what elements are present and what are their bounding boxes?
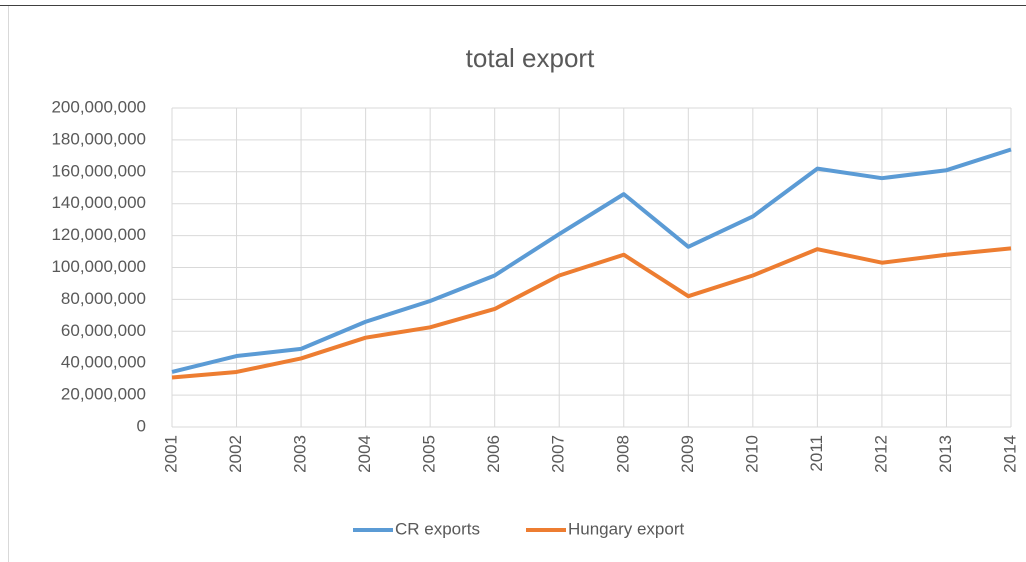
x-tick-label: 2009 [678, 435, 697, 473]
y-tick-label: 20,000,000 [61, 385, 146, 404]
x-tick-label: 2012 [871, 435, 890, 473]
legend-label: CR exports [395, 519, 480, 538]
x-tick-label: 2007 [549, 435, 568, 473]
y-tick-label: 60,000,000 [61, 321, 146, 340]
x-tick-label: 2013 [936, 435, 955, 473]
y-tick-label: 160,000,000 [51, 161, 146, 180]
chart-title: total export [466, 43, 595, 73]
x-tick-label: 2001 [161, 435, 180, 473]
y-tick-label: 120,000,000 [51, 225, 146, 244]
x-tick-label: 2010 [742, 435, 761, 473]
y-tick-label: 100,000,000 [51, 257, 146, 276]
series-line [171, 147, 1012, 374]
x-tick-label: 2002 [226, 435, 245, 473]
x-tick-label: 2006 [484, 435, 503, 473]
y-tick-label: 0 [137, 416, 146, 435]
x-tick-label: 2003 [291, 435, 310, 473]
x-tick-label: 2011 [807, 435, 826, 472]
y-tick-label: 200,000,000 [51, 97, 146, 116]
x-tick-label: 2014 [1000, 435, 1019, 473]
x-tick-label: 2005 [420, 435, 439, 473]
x-tick-label: 2008 [613, 435, 632, 473]
chart-border [8, 5, 1026, 562]
y-tick-label: 80,000,000 [61, 289, 146, 308]
y-tick-label: 140,000,000 [51, 193, 146, 212]
legend-label: Hungary export [568, 519, 685, 538]
y-tick-label: 40,000,000 [61, 353, 146, 372]
x-tick-label: 2004 [355, 435, 374, 473]
y-tick-label: 180,000,000 [51, 129, 146, 148]
series-line [171, 246, 1012, 380]
